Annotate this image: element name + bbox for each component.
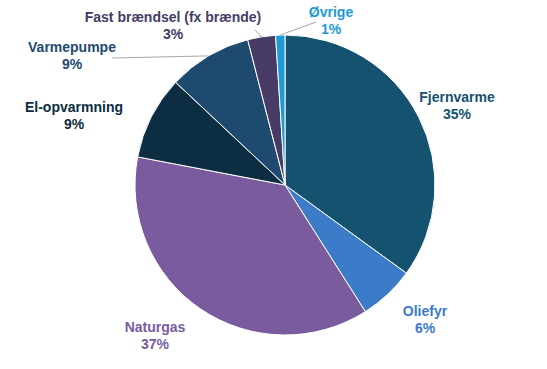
svg-text:Oliefyr6%: Oliefyr6%: [403, 303, 448, 336]
svg-text:Øvrige1%: Øvrige1%: [309, 4, 354, 37]
svg-text:Fjernvarme35%: Fjernvarme35%: [419, 89, 495, 122]
svg-text:Naturgas37%: Naturgas37%: [125, 319, 186, 352]
svg-text:El-opvarmning9%: El-opvarmning9%: [25, 99, 123, 132]
svg-text:Varmepumpe9%: Varmepumpe9%: [28, 39, 116, 72]
svg-text:Fast brændsel (fx brænde)3%: Fast brændsel (fx brænde)3%: [85, 9, 262, 42]
